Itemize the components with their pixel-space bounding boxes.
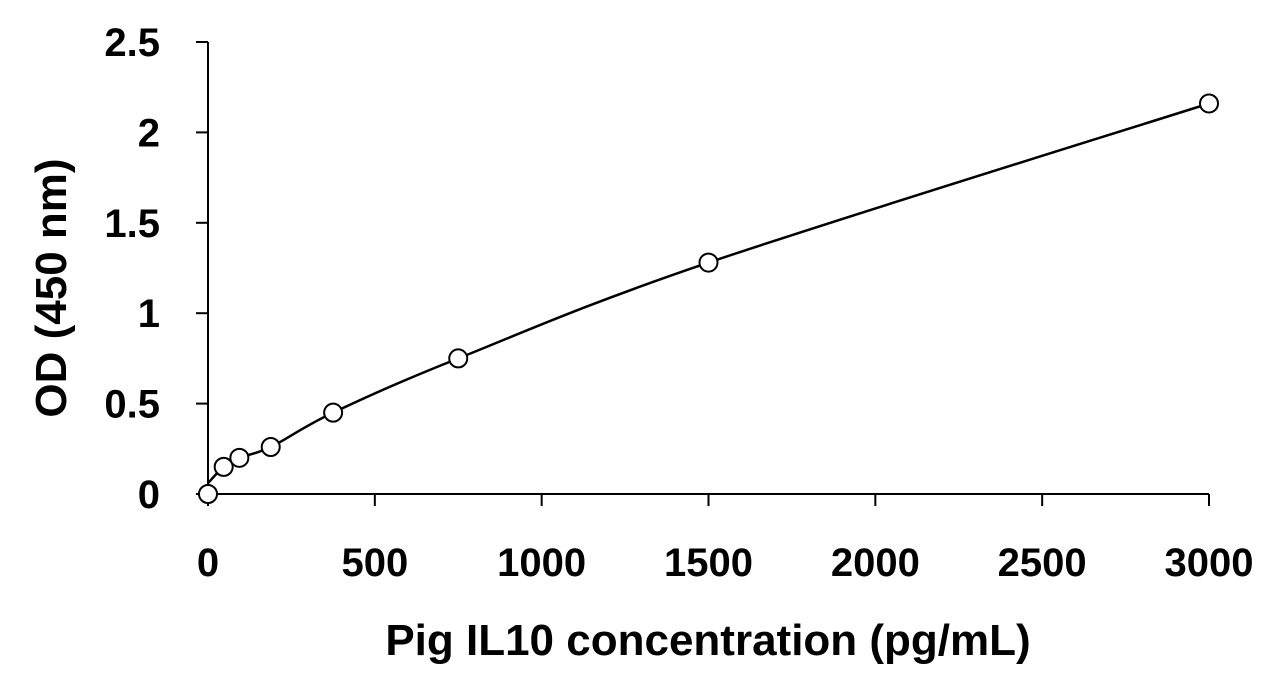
data-point	[698, 252, 719, 273]
data-point	[213, 456, 234, 477]
y-axis: 0 0.5 1 1.5 2 2.5	[104, 21, 209, 517]
fit-curve	[207, 102, 1210, 485]
y-tick-label: 1	[138, 292, 160, 336]
x-tick-label: 0	[197, 541, 219, 585]
y-tick-label: 0.5	[104, 383, 160, 427]
y-tick-label: 2	[138, 111, 160, 155]
data-point	[229, 447, 250, 468]
y-tick-label: 1.5	[104, 202, 160, 246]
y-axis-title: OD (450 nm)	[27, 158, 76, 417]
x-tick-label: 1500	[664, 541, 753, 585]
data-point	[260, 436, 281, 457]
fit-curve-line	[207, 102, 1210, 485]
data-points	[198, 93, 1219, 504]
data-point	[323, 402, 344, 423]
data-point	[198, 484, 218, 504]
x-axis: 0 500 1000 1500 2000 2500 3000	[197, 493, 1254, 585]
x-axis-title: Pig IL10 concentration (pg/mL)	[385, 616, 1030, 665]
y-tick-label: 0	[138, 473, 160, 517]
x-tick-label: 2000	[831, 541, 920, 585]
x-tick-label: 2500	[998, 541, 1087, 585]
data-point	[448, 348, 469, 369]
x-tick-label: 1000	[497, 541, 586, 585]
x-tick-label: 3000	[1165, 541, 1254, 585]
x-tick-label: 500	[341, 541, 408, 585]
y-tick-label: 2.5	[104, 21, 160, 65]
data-point	[1199, 93, 1219, 114]
